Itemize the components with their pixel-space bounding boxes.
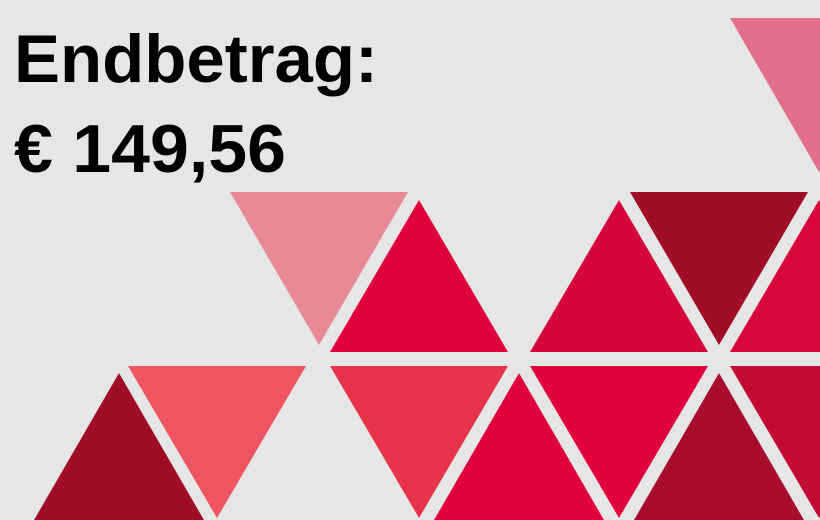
triangle [530,200,708,352]
triangle [730,200,820,352]
triangle [530,366,708,518]
total-label: Endbetrag: [14,21,378,97]
triangle [128,366,306,518]
triangle [330,366,508,518]
triangle-pattern [34,18,820,520]
triangle [34,373,204,520]
triangle [730,366,820,518]
total-amount: € 149,56 [14,111,286,187]
triangle [230,192,408,345]
triangle [630,192,808,345]
triangle [330,200,508,352]
triangle [634,373,804,520]
triangle [434,373,604,520]
triangle [730,18,820,172]
